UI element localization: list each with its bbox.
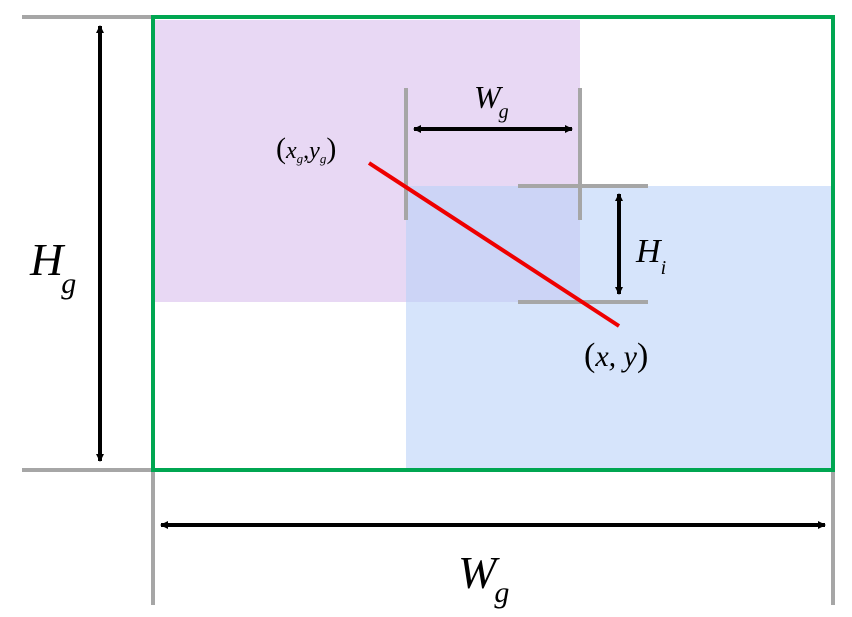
end-point-label: (x, y) <box>584 337 648 374</box>
start-point-label: (xg,yg) <box>276 132 336 166</box>
segment-line <box>367 161 621 328</box>
outer-width-label: Wg <box>458 547 509 609</box>
outer-box <box>151 15 835 472</box>
inner-height-label: Hi <box>635 233 666 279</box>
inner-width-label: Wg <box>474 79 509 123</box>
outer-height-label: Hg <box>29 234 76 300</box>
